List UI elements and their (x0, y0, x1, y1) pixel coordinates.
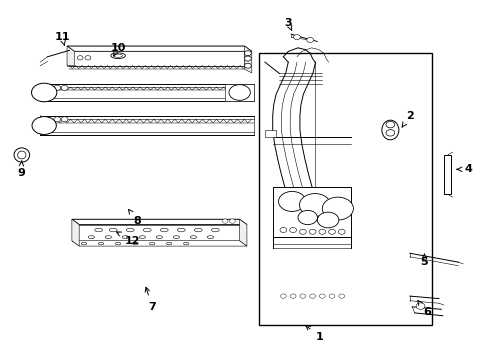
Circle shape (31, 83, 57, 102)
Circle shape (293, 35, 300, 40)
Circle shape (322, 197, 353, 220)
Ellipse shape (105, 236, 111, 239)
Circle shape (32, 117, 56, 134)
Ellipse shape (194, 228, 202, 232)
Text: 11: 11 (54, 32, 70, 45)
Ellipse shape (183, 242, 188, 245)
Text: 8: 8 (128, 210, 141, 226)
Circle shape (229, 219, 235, 223)
Text: 5: 5 (420, 254, 427, 267)
Text: 10: 10 (110, 43, 125, 56)
Text: 12: 12 (116, 232, 140, 246)
Ellipse shape (88, 236, 94, 239)
Circle shape (297, 210, 317, 225)
Circle shape (299, 294, 305, 298)
Ellipse shape (126, 228, 134, 232)
Polygon shape (264, 130, 276, 137)
Ellipse shape (166, 242, 171, 245)
Text: 2: 2 (401, 111, 413, 127)
Polygon shape (443, 155, 450, 194)
Circle shape (317, 212, 338, 228)
Circle shape (308, 229, 315, 234)
Circle shape (244, 63, 251, 68)
Text: 6: 6 (417, 301, 430, 317)
Polygon shape (72, 241, 246, 246)
Ellipse shape (114, 54, 122, 57)
Circle shape (415, 303, 424, 309)
Ellipse shape (173, 236, 179, 239)
Circle shape (328, 229, 335, 234)
Circle shape (289, 294, 295, 298)
Text: 9: 9 (17, 161, 25, 178)
Ellipse shape (132, 242, 138, 245)
Polygon shape (244, 46, 251, 73)
Text: 3: 3 (284, 18, 291, 31)
Circle shape (85, 56, 91, 60)
Circle shape (299, 194, 330, 216)
Text: 1: 1 (305, 325, 323, 342)
Circle shape (280, 294, 286, 298)
Polygon shape (67, 51, 244, 66)
Circle shape (385, 130, 394, 136)
Text: 7: 7 (145, 287, 156, 312)
Ellipse shape (109, 228, 117, 232)
Ellipse shape (81, 242, 86, 245)
Circle shape (299, 229, 305, 234)
Circle shape (54, 85, 61, 90)
Ellipse shape (98, 242, 103, 245)
Circle shape (54, 117, 61, 122)
Ellipse shape (115, 242, 121, 245)
Polygon shape (40, 84, 47, 102)
Polygon shape (67, 46, 251, 51)
Circle shape (280, 228, 286, 233)
Circle shape (244, 56, 251, 61)
Circle shape (385, 121, 394, 128)
Circle shape (222, 219, 227, 223)
Circle shape (328, 294, 334, 298)
Polygon shape (72, 219, 79, 246)
Ellipse shape (122, 236, 128, 239)
Circle shape (306, 37, 313, 42)
Circle shape (318, 229, 325, 234)
Circle shape (289, 228, 296, 233)
Ellipse shape (156, 236, 162, 239)
Ellipse shape (95, 228, 102, 232)
Circle shape (244, 51, 251, 56)
Ellipse shape (207, 236, 213, 239)
Polygon shape (67, 46, 74, 66)
Ellipse shape (381, 120, 398, 140)
Ellipse shape (149, 242, 155, 245)
Polygon shape (224, 84, 254, 102)
Polygon shape (239, 219, 246, 246)
Circle shape (61, 85, 68, 90)
Ellipse shape (14, 148, 30, 162)
Circle shape (319, 294, 325, 298)
Circle shape (77, 56, 83, 60)
Circle shape (278, 192, 305, 211)
Polygon shape (72, 219, 246, 225)
Polygon shape (40, 116, 47, 135)
Circle shape (338, 229, 345, 234)
Circle shape (309, 294, 315, 298)
Ellipse shape (177, 228, 185, 232)
Bar (259, 53, 431, 325)
Polygon shape (272, 187, 351, 237)
Ellipse shape (211, 228, 219, 232)
Ellipse shape (160, 228, 168, 232)
Ellipse shape (143, 228, 151, 232)
Circle shape (61, 117, 68, 122)
Ellipse shape (18, 151, 26, 159)
Text: 4: 4 (456, 164, 471, 174)
Ellipse shape (190, 236, 196, 239)
Ellipse shape (139, 236, 145, 239)
Circle shape (338, 294, 344, 298)
Ellipse shape (111, 53, 125, 59)
Circle shape (228, 85, 250, 100)
